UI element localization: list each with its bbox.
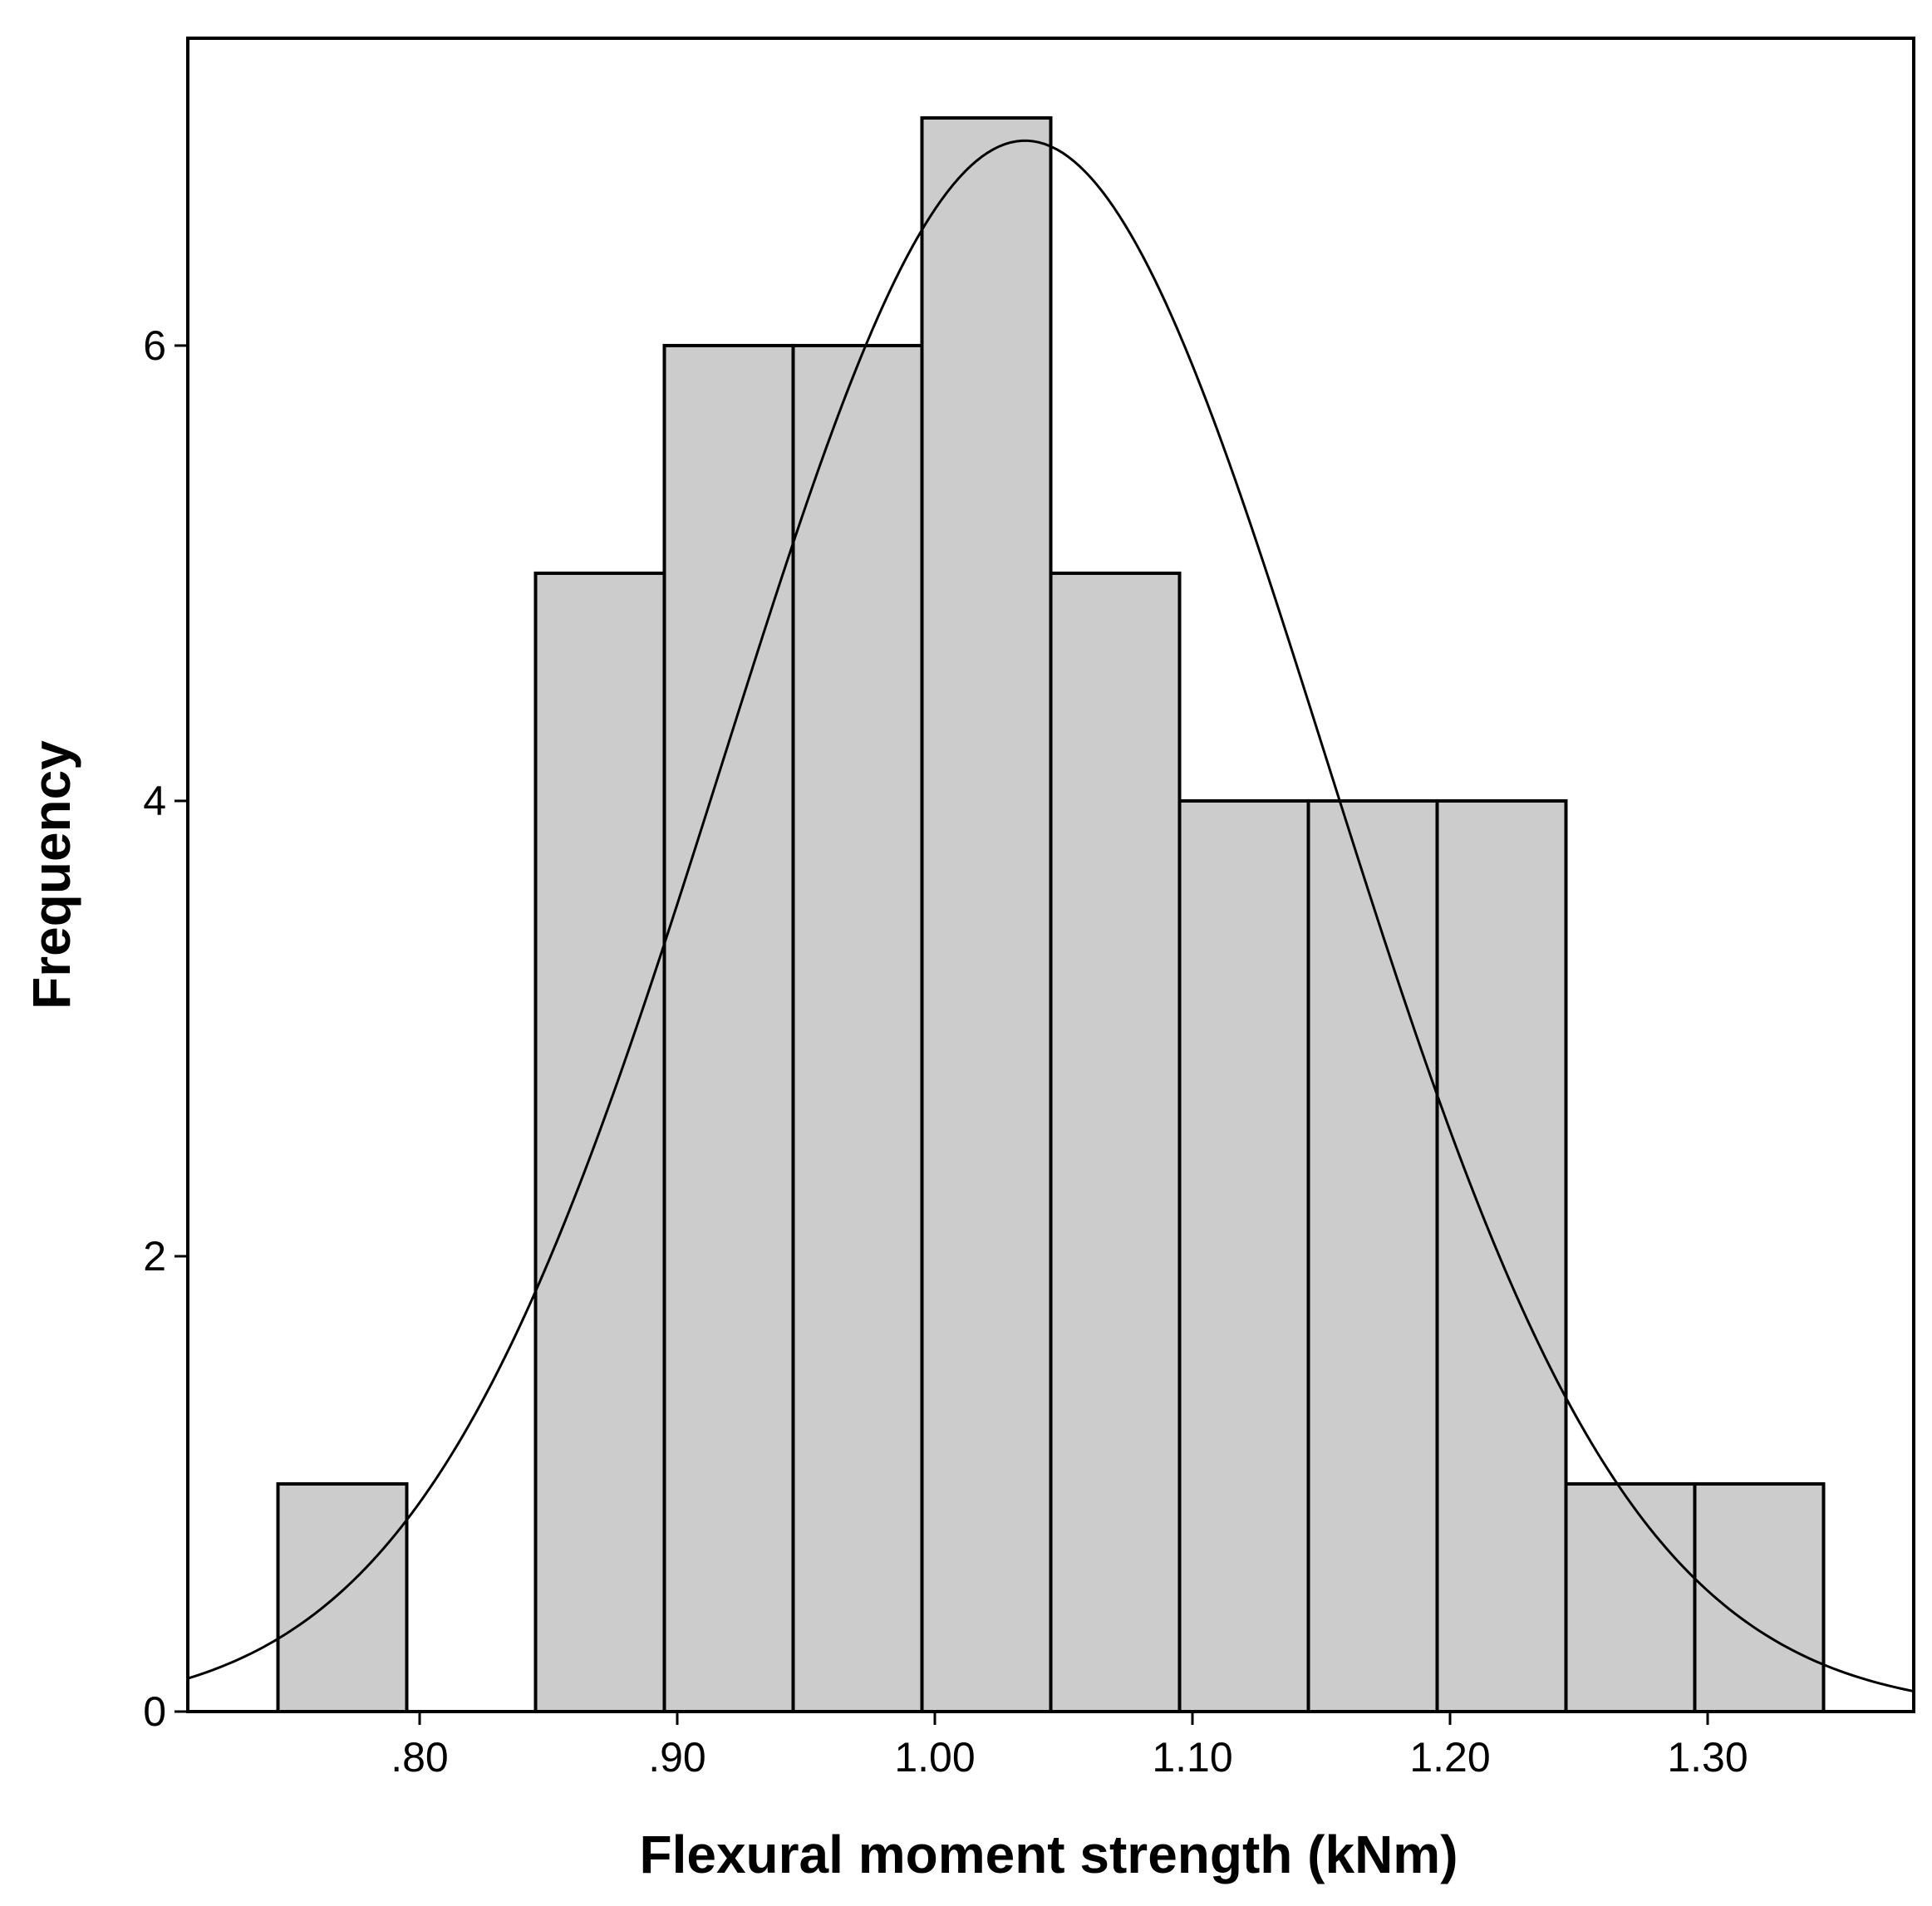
- histogram-bar: [1564, 1481, 1697, 1714]
- histogram-bar: [1049, 571, 1182, 1713]
- histogram-bar: [920, 115, 1053, 1713]
- histogram-bar: [1177, 798, 1310, 1713]
- histogram-bar: [1306, 798, 1439, 1713]
- x-tick-label: 1.00: [894, 1734, 975, 1781]
- y-tick-label: 6: [143, 322, 166, 369]
- y-axis-ticks: 0 2 4 6: [143, 322, 188, 1735]
- y-axis-title: Frequency: [22, 740, 81, 1009]
- y-tick-label: 4: [143, 778, 166, 824]
- y-tick-label: 2: [143, 1233, 166, 1280]
- x-tick-label: .90: [648, 1734, 706, 1781]
- x-tick-label: .80: [391, 1734, 449, 1781]
- x-tick-label: 1.30: [1667, 1734, 1748, 1781]
- bars-layer: [276, 115, 1826, 1714]
- x-tick-label: 1.10: [1152, 1734, 1232, 1781]
- histogram-bar: [533, 571, 666, 1713]
- x-axis-title: Flexural moment strength (kNm): [639, 1825, 1458, 1884]
- x-tick-label: 1.20: [1409, 1734, 1490, 1781]
- histogram-bar: [791, 343, 924, 1714]
- histogram-bar: [276, 1481, 409, 1714]
- histogram-bar: [1435, 798, 1568, 1713]
- normal-curve: [187, 139, 1915, 1693]
- histogram-bar: [662, 343, 795, 1714]
- y-tick-label: 0: [143, 1688, 166, 1735]
- x-axis-ticks: .80 .90 1.00 1.10 1.20 1.30: [391, 1712, 1748, 1781]
